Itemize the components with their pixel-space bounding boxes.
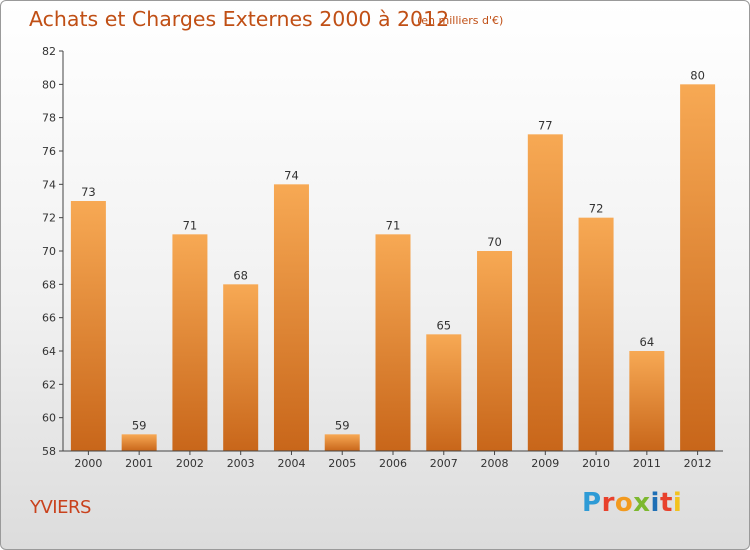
bar-2004	[273, 184, 309, 452]
bar-2006	[375, 234, 411, 451]
bar-value-label: 64	[640, 335, 655, 349]
x-tick-label: 2000	[74, 457, 102, 470]
bar-2003	[223, 284, 259, 451]
bar-value-label: 73	[81, 185, 96, 199]
bar-2007	[426, 334, 462, 451]
y-tick-label: 66	[42, 312, 56, 325]
y-tick-label: 80	[42, 78, 56, 91]
bar-value-label: 71	[386, 218, 401, 232]
bar-value-label: 65	[436, 318, 451, 332]
x-tick-label: 2009	[531, 457, 559, 470]
bar-value-label: 68	[233, 268, 248, 282]
bar-2009	[527, 134, 563, 452]
y-tick-label: 58	[42, 445, 56, 458]
y-tick-label: 78	[42, 112, 56, 125]
y-tick-label: 72	[42, 212, 56, 225]
bar-2005	[324, 434, 360, 451]
bars-group: 73 59 71 68 74 59 71 65 70 77 72 64 80	[70, 68, 716, 452]
y-tick-label: 68	[42, 278, 56, 291]
bar-2001	[121, 434, 157, 451]
chart-title: Achats et Charges Externes 2000 à 2012	[29, 7, 450, 31]
x-tick-label: 2012	[684, 457, 712, 470]
bar-value-label: 59	[132, 418, 147, 432]
logo-letter: i	[672, 488, 683, 518]
bar-2002	[172, 234, 208, 451]
y-tick-label: 62	[42, 378, 56, 391]
x-tick-label: 2003	[227, 457, 255, 470]
x-tick-label: 2011	[633, 457, 661, 470]
place-name: YVIERS	[30, 497, 91, 518]
bar-value-label: 70	[487, 235, 502, 249]
bar-value-label: 80	[690, 68, 705, 82]
y-tick-label: 74	[42, 178, 56, 191]
y-tick-label: 82	[42, 45, 56, 58]
logo-letter: t	[659, 488, 673, 518]
bar-2012	[680, 84, 716, 451]
bar-value-label: 71	[183, 218, 198, 232]
x-axis: 2000 2001 2002 2003 2004 2005 2006 2007 2008 2009…	[63, 450, 723, 470]
x-tick-label: 2002	[176, 457, 204, 470]
logo-letter: x	[633, 488, 651, 518]
bar-2008	[477, 251, 513, 451]
x-tick-label: 2007	[430, 457, 458, 470]
y-tick-label: 70	[42, 245, 56, 258]
y-tick-label: 60	[42, 412, 56, 425]
x-tick-label: 2008	[481, 457, 509, 470]
logo-letter: r	[601, 488, 615, 518]
bar-value-label: 72	[589, 202, 604, 216]
proxiti-logo: Proxiti	[582, 488, 682, 518]
x-tick-label: 2005	[328, 457, 356, 470]
x-tick-label: 2010	[582, 457, 610, 470]
logo-letter: P	[582, 488, 602, 518]
y-tick-label: 64	[42, 345, 56, 358]
x-tick-label: 2001	[125, 457, 153, 470]
bar-value-label: 77	[538, 118, 553, 132]
bar-2011	[629, 351, 665, 451]
bar-value-label: 74	[284, 168, 299, 182]
bar-2000	[70, 201, 106, 451]
x-tick-label: 2006	[379, 457, 407, 470]
y-axis: 58 60 62 64 66 68 70 72 74 76 78 80 82	[42, 45, 64, 458]
bar-value-label: 59	[335, 418, 350, 432]
bar-2010	[578, 217, 614, 451]
y-tick-label: 76	[42, 145, 56, 158]
logo-letter: i	[650, 488, 660, 518]
x-tick-label: 2004	[277, 457, 305, 470]
chart-subtitle: (en milliers d'€)	[417, 14, 504, 27]
logo-letter: o	[614, 488, 634, 518]
